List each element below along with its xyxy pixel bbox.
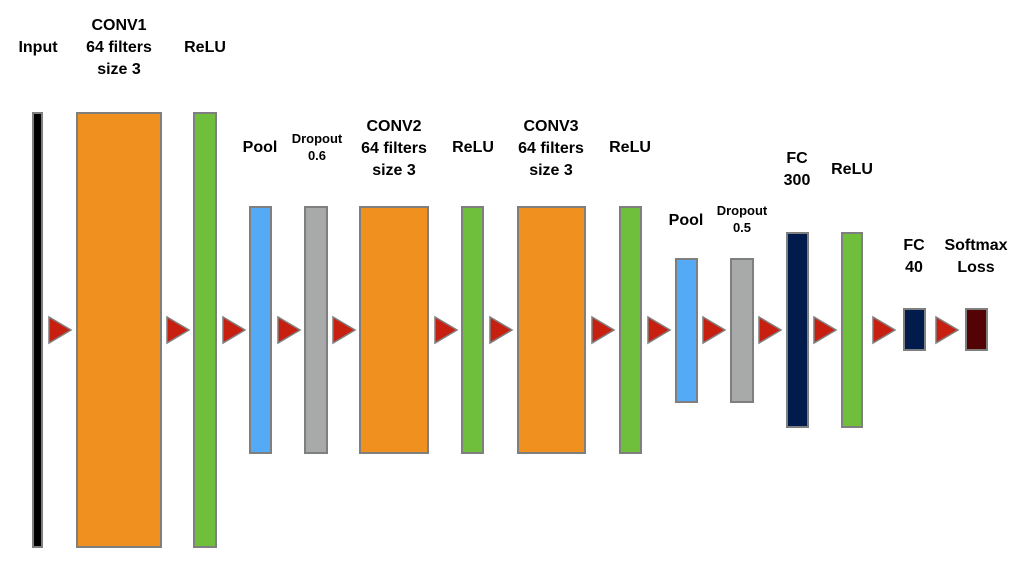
dropout1-label-line-1: Dropout	[292, 131, 343, 146]
layer-relu2: ReLU	[452, 139, 494, 454]
fc40-label-line-2: 40	[905, 259, 923, 276]
fc300-label-line-1: FC	[786, 150, 808, 167]
relu2-block	[461, 206, 484, 454]
conv3-label-line-3: size 3	[529, 162, 573, 179]
layer-relu1: ReLU	[184, 39, 226, 548]
flow-arrow-icon	[332, 315, 357, 345]
conv3-label-line-2: 64 filters	[518, 140, 584, 157]
flow-arrow-icon	[591, 315, 616, 345]
dropout2-block	[730, 258, 754, 403]
layer-softmax: Softmax Loss	[944, 237, 1008, 351]
layer-relu3: ReLU	[609, 139, 651, 454]
layer-conv3: CONV3 64 filters size 3	[517, 118, 586, 454]
pool2-label-line-1: Pool	[669, 212, 704, 229]
flow-arrow-icon	[48, 315, 73, 345]
layer-dropout2: Dropout 0.5	[717, 203, 768, 403]
fc300-block	[786, 232, 809, 428]
conv3-label-line-1: CONV3	[523, 118, 578, 135]
layer-relu4: ReLU	[831, 161, 873, 428]
flow-arrow-icon	[702, 315, 727, 345]
fc300-label-line-2: 300	[784, 172, 811, 189]
flow-arrow-icon	[166, 315, 191, 345]
flow-arrow-icon	[489, 315, 514, 345]
softmax-label-line-2: Loss	[957, 259, 994, 276]
dropout1-label-line-2: 0.6	[308, 148, 326, 163]
conv2-label-line-1: CONV2	[366, 118, 421, 135]
flow-arrow-icon	[872, 315, 897, 345]
relu4-label-line-1: ReLU	[831, 161, 873, 178]
input-label-line-1: Input	[18, 39, 58, 56]
conv1-label-line-2: 64 filters	[86, 39, 152, 56]
conv2-label-line-2: 64 filters	[361, 140, 427, 157]
flow-arrow-icon	[647, 315, 672, 345]
pool1-label-line-1: Pool	[243, 139, 278, 156]
flow-arrow-icon	[813, 315, 838, 345]
layer-pool1: Pool	[243, 139, 278, 454]
dropout2-label-line-2: 0.5	[733, 220, 751, 235]
flow-arrow-icon	[277, 315, 302, 345]
layer-fc40: FC 40	[903, 237, 926, 351]
flow-arrow-icon	[222, 315, 247, 345]
relu3-label-line-1: ReLU	[609, 139, 651, 156]
flow-arrow-icon	[434, 315, 459, 345]
layer-conv1: CONV1 64 filters size 3	[76, 17, 162, 548]
relu1-label-line-1: ReLU	[184, 39, 226, 56]
dropout2-label-line-1: Dropout	[717, 203, 768, 218]
conv3-block	[517, 206, 586, 454]
relu1-block	[193, 112, 217, 548]
conv2-label-line-3: size 3	[372, 162, 416, 179]
layer-dropout1: Dropout 0.6	[292, 131, 343, 454]
layer-conv2: CONV2 64 filters size 3	[359, 118, 429, 454]
relu3-block	[619, 206, 642, 454]
flow-arrow-icon	[935, 315, 960, 345]
softmax-label-line-1: Softmax	[944, 237, 1007, 254]
input-block	[32, 112, 43, 548]
softmax-block	[965, 308, 988, 351]
conv1-label-line-3: size 3	[97, 61, 141, 78]
flow-arrow-icon	[758, 315, 783, 345]
dropout1-block	[304, 206, 328, 454]
pool2-block	[675, 258, 698, 403]
layer-input: Input	[18, 39, 58, 548]
fc40-block	[903, 308, 926, 351]
conv1-block	[76, 112, 162, 548]
relu4-block	[841, 232, 863, 428]
layer-fc300: FC 300	[784, 150, 811, 428]
relu2-label-line-1: ReLU	[452, 139, 494, 156]
conv1-label-line-1: CONV1	[91, 17, 146, 34]
pool1-block	[249, 206, 272, 454]
fc40-label-line-1: FC	[903, 237, 925, 254]
layer-pool2: Pool	[669, 212, 704, 403]
conv2-block	[359, 206, 429, 454]
